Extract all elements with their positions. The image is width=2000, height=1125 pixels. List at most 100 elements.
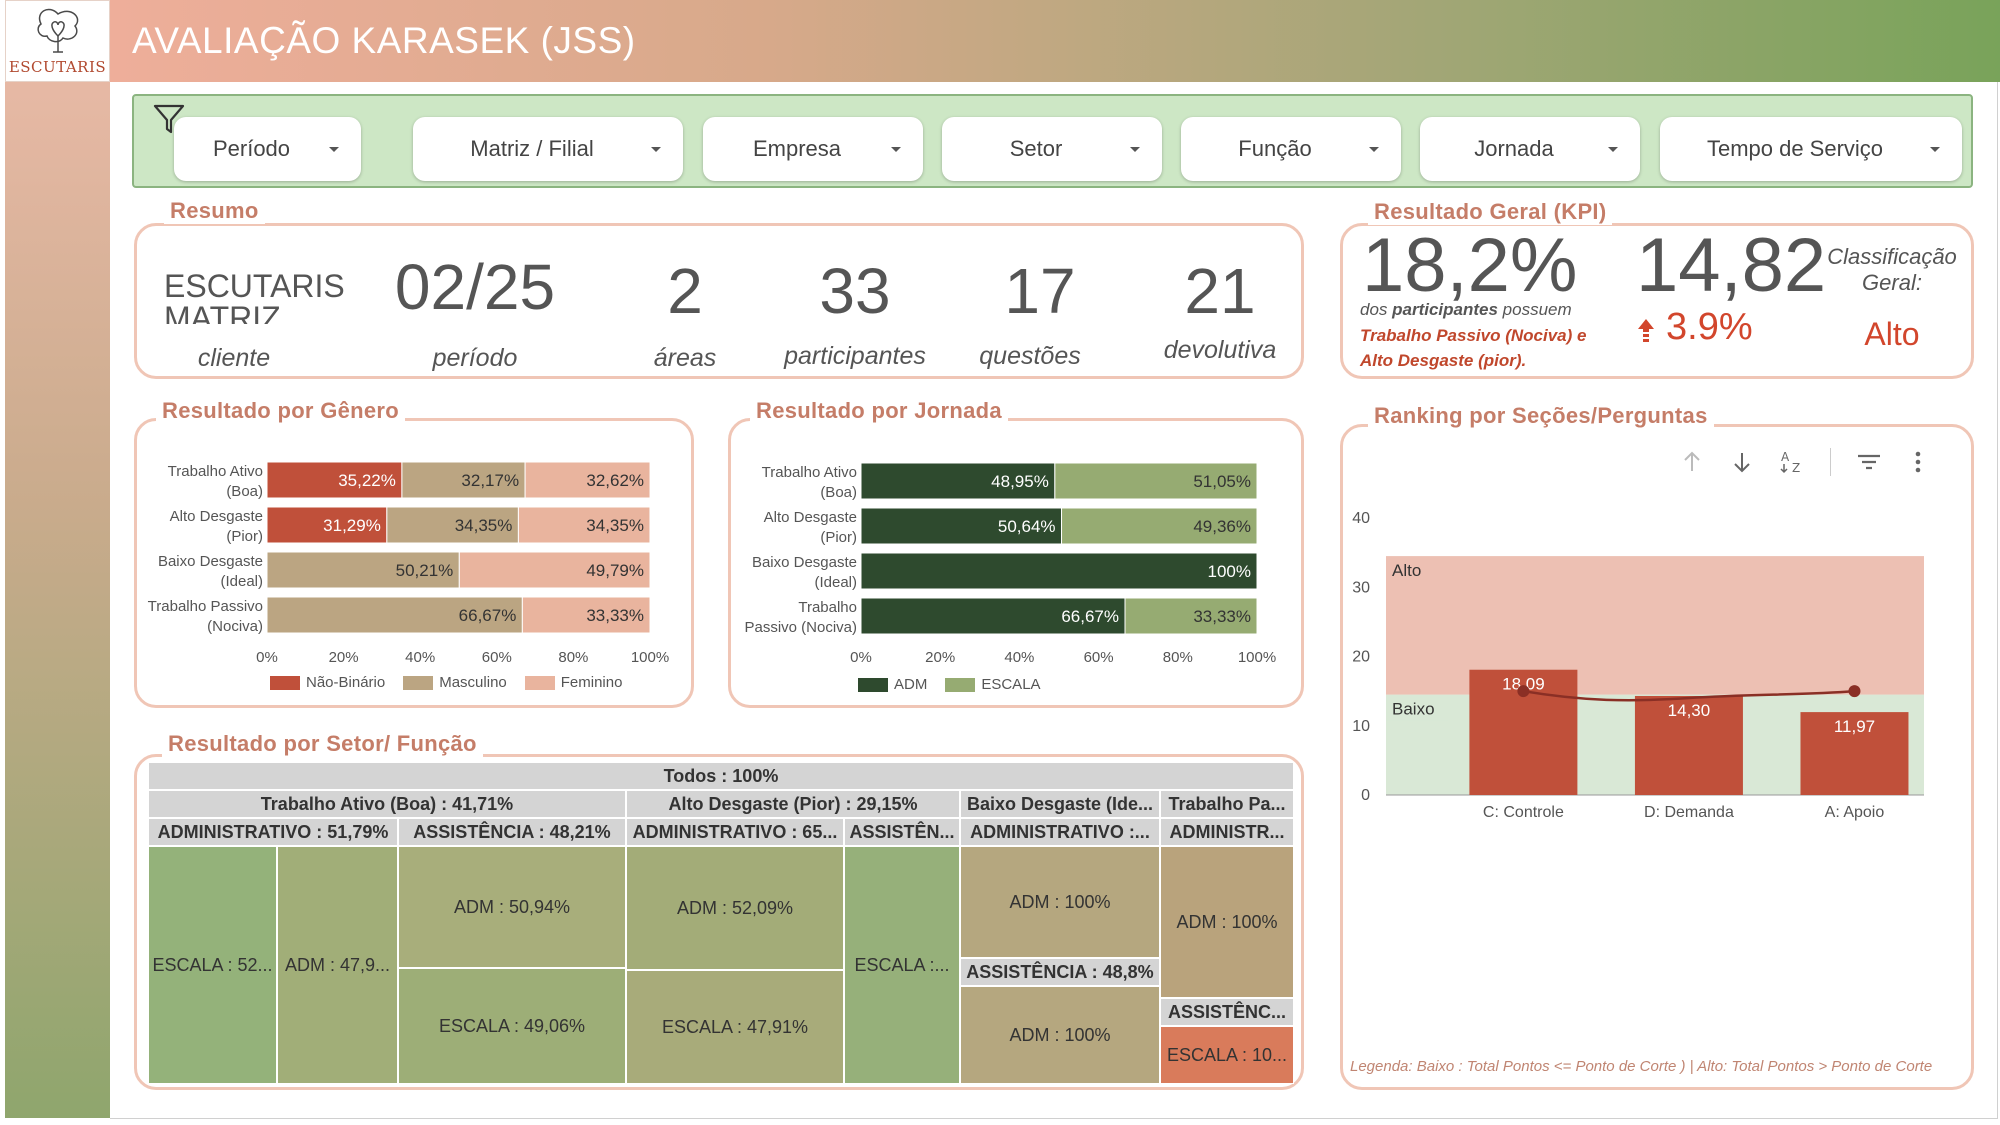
bar-segment[interactable]	[1124, 597, 1258, 635]
tick-label: 80%	[558, 649, 588, 666]
treemap-cell[interactable]: ADM : 50,94%	[398, 846, 626, 968]
treemap-subgroup[interactable]: ADMINISTR...	[1160, 818, 1294, 846]
category-label: Trabalho Passivo	[148, 598, 263, 615]
genero-legend: Não-Binário Masculino Feminino	[270, 674, 640, 691]
treemap-cell[interactable]: ESCALA : 10...	[1160, 1026, 1294, 1084]
filter-lines-icon[interactable]	[1856, 450, 1882, 474]
ranking-bar[interactable]	[1800, 712, 1909, 795]
sort-ascending-icon[interactable]	[1680, 450, 1704, 474]
bar-segment[interactable]	[860, 552, 1258, 590]
category-label: Alto Desgaste	[764, 509, 857, 526]
band-label: Baixo	[1392, 700, 1435, 719]
sort-az-icon[interactable]: AZ	[1778, 448, 1806, 476]
treemap-subgroup[interactable]: ADMINISTRATIVO : 51,79%	[148, 818, 398, 846]
treemap-subgroup[interactable]: ASSISTÊNCIA : 48,8%	[960, 958, 1160, 986]
treemap-subgroup[interactable]: ASSISTÊNCIA : 48,21%	[398, 818, 626, 846]
x-tick-label: A: Apoio	[1825, 804, 1885, 821]
participantes-label: participantes	[784, 342, 926, 370]
treemap-cell[interactable]: ESCALA :...	[844, 846, 960, 1084]
line-point[interactable]	[1517, 685, 1530, 698]
filter-periodo[interactable]: Período	[174, 117, 361, 181]
legend-item[interactable]: Feminino	[524, 674, 622, 691]
bar-segment[interactable]	[860, 597, 1126, 635]
kpi-desc-bold: participantes	[1392, 300, 1498, 319]
treemap-subgroup[interactable]: ASSISTÊN...	[844, 818, 960, 846]
treemap-cell[interactable]: ADM : 100%	[1160, 846, 1294, 998]
line-point[interactable]	[1848, 685, 1861, 698]
treemap-cell[interactable]: ESCALA : 47,91%	[626, 970, 844, 1084]
bar-segment[interactable]	[266, 461, 403, 499]
legend-item[interactable]: ESCALA	[945, 676, 1041, 693]
treemap-subgroup[interactable]: ADMINISTRATIVO :...	[960, 818, 1160, 846]
category-label: (Ideal)	[814, 574, 857, 591]
treemap-cell[interactable]: ADM : 47,9...	[277, 846, 398, 1084]
y-tick-label: 10	[1352, 718, 1370, 735]
filter-jornada-label: Jornada	[1474, 136, 1554, 161]
treemap-subgroup[interactable]: ADMINISTRATIVO : 65...	[626, 818, 844, 846]
legend-label: Masculino	[439, 674, 507, 691]
bar-segment[interactable]	[521, 596, 651, 634]
bar-segment[interactable]	[458, 551, 651, 589]
treemap-cell[interactable]: ADM : 52,09%	[626, 846, 844, 970]
filter-matriz-label: Matriz / Filial	[470, 136, 594, 161]
more-vertical-icon[interactable]	[1906, 450, 1930, 474]
data-label: 34,35%	[455, 516, 513, 535]
page-title: AVALIAÇÃO KARASEK (JSS)	[132, 20, 636, 61]
legend-item[interactable]: Não-Binário	[270, 674, 385, 691]
filter-jornada[interactable]: Jornada	[1420, 117, 1640, 181]
filter-icon[interactable]	[152, 102, 186, 136]
bar-segment[interactable]	[1061, 507, 1258, 545]
bar-segment[interactable]	[266, 596, 523, 634]
content-frame	[110, 82, 1998, 1119]
tick-label: 0%	[850, 649, 872, 666]
category-label: (Boa)	[226, 483, 263, 500]
treemap-group[interactable]: Trabalho Pa...	[1160, 790, 1294, 818]
kpi-desc-suffix: possuem	[1497, 300, 1572, 319]
filter-funcao-label: Função	[1238, 136, 1312, 161]
legend-item[interactable]: Masculino	[403, 674, 507, 691]
filter-tempo-servico[interactable]: Tempo de Serviço	[1660, 117, 1962, 181]
tick-label: 20%	[925, 649, 955, 666]
treemap-cell[interactable]: ADM : 100%	[960, 846, 1160, 958]
bar-segment[interactable]	[266, 551, 460, 589]
x-tick-label: D: Demanda	[1644, 804, 1734, 821]
heart-tree-icon	[36, 8, 78, 53]
sort-descending-icon[interactable]	[1730, 450, 1754, 474]
treemap-cell[interactable]: ADM : 100%	[960, 986, 1160, 1084]
bar-segment[interactable]	[860, 462, 1056, 500]
bar-segment[interactable]	[386, 506, 519, 544]
treemap-cell[interactable]: ESCALA : 52...	[148, 846, 277, 1084]
bar-segment[interactable]	[401, 461, 526, 499]
treemap-subgroup[interactable]: ASSISTÊNC...	[1160, 998, 1294, 1026]
bar-segment[interactable]	[517, 506, 651, 544]
ranking-bar[interactable]	[1634, 695, 1743, 795]
legend-item[interactable]: ADM	[858, 676, 927, 693]
bar-segment[interactable]	[524, 461, 651, 499]
filter-empresa[interactable]: Empresa	[703, 117, 923, 181]
treemap-group[interactable]: Baixo Desgaste (Ide...	[960, 790, 1160, 818]
chevron-down-icon	[1369, 146, 1379, 152]
tick-label: 100%	[1238, 649, 1276, 666]
bar-segment[interactable]	[266, 506, 388, 544]
treemap-root[interactable]: Todos : 100%	[148, 762, 1294, 790]
category-label: (Pior)	[226, 528, 263, 545]
bar-segment[interactable]	[1054, 462, 1258, 500]
resumo-panel	[134, 223, 1304, 379]
data-label: 50,21%	[396, 561, 454, 580]
treemap-group[interactable]: Alto Desgaste (Pior) : 29,15%	[626, 790, 960, 818]
setor-title: Resultado por Setor/ Função	[162, 731, 483, 757]
filter-setor[interactable]: Setor	[942, 117, 1162, 181]
bar-segment[interactable]	[860, 507, 1063, 545]
client-name-line1: ESCUTARIS	[164, 270, 345, 304]
tick-label: 60%	[1084, 649, 1114, 666]
treemap-cell[interactable]: ESCALA : 49,06%	[398, 968, 626, 1084]
filter-matriz-filial[interactable]: Matriz / Filial	[413, 117, 683, 181]
legend-swatch	[403, 675, 434, 690]
filter-funcao[interactable]: Função	[1181, 117, 1401, 181]
chevron-down-icon	[1930, 146, 1940, 152]
treemap-group[interactable]: Trabalho Ativo (Boa) : 41,71%	[148, 790, 626, 818]
data-label: 31,29%	[323, 516, 381, 535]
logo: ESCUTARIS	[5, 0, 110, 82]
category-label: Baixo Desgaste	[752, 554, 857, 571]
